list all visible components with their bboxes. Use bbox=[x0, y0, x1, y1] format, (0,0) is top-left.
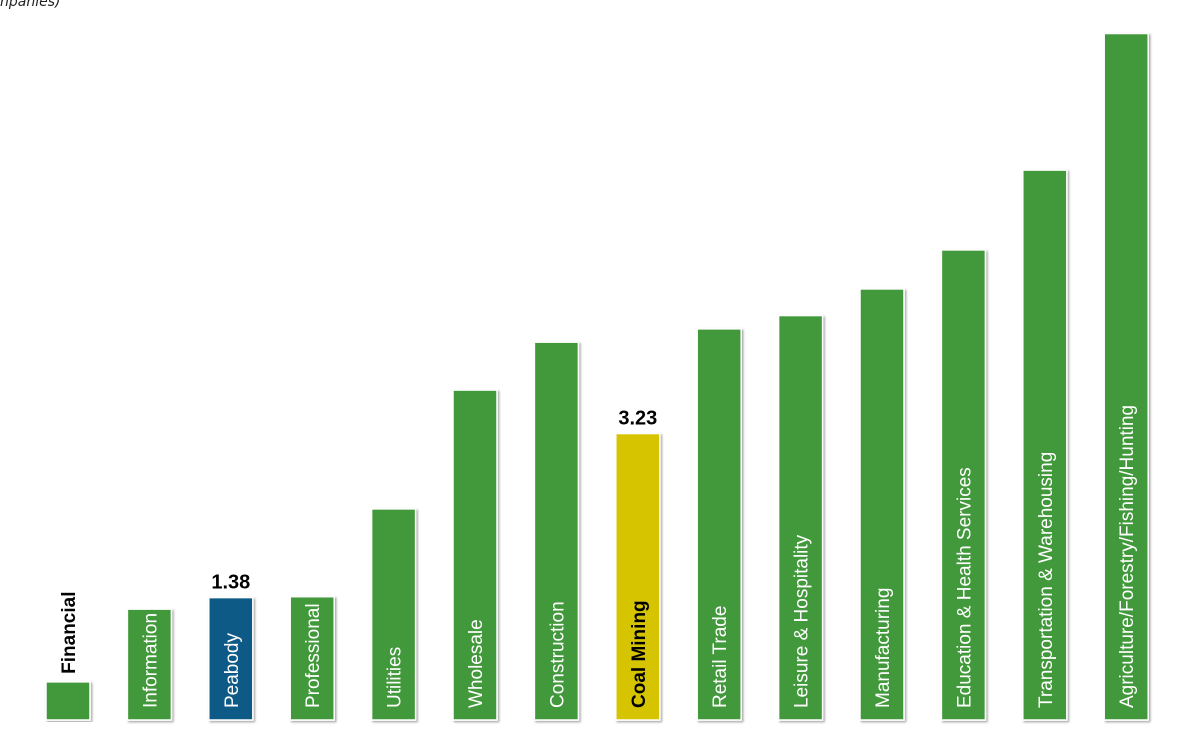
data-label-coal-mining: 3.23 bbox=[618, 408, 657, 430]
category-label-professional: Professional bbox=[303, 603, 324, 708]
category-label-manufacturing: Manufacturing bbox=[873, 588, 894, 708]
bar-construction bbox=[533, 341, 580, 721]
bar-agriculture-forestry-fishing-hunting bbox=[1103, 32, 1149, 721]
bar-coal-mining bbox=[615, 432, 661, 721]
data-label-peabody: 1.38 bbox=[211, 572, 250, 594]
bar-information bbox=[126, 608, 173, 721]
top-note: npanies) bbox=[0, 0, 61, 10]
bar-leisure-hospitality bbox=[777, 314, 824, 721]
bar-group-wholesale: Wholesale bbox=[452, 389, 498, 721]
bar-group-construction: Construction bbox=[533, 341, 580, 721]
category-label-information: Information bbox=[140, 613, 161, 708]
bar-group-professional: Professional bbox=[289, 595, 335, 721]
category-label-financial: Financial bbox=[59, 592, 80, 674]
category-label-leisure-hospitality: Leisure & Hospitality bbox=[792, 534, 813, 708]
bar-group-agriculture-forestry-fishing-hunting: Agriculture/Forestry/Fishing/Hunting bbox=[1103, 32, 1149, 721]
bar-professional bbox=[289, 595, 335, 721]
bar-group-manufacturing: Manufacturing bbox=[859, 288, 905, 721]
bar-group-education-health-services: Education & Health Services bbox=[940, 249, 987, 721]
bar-group-transportation-warehousing: Transportation & Warehousing bbox=[1022, 169, 1068, 721]
bar-group-peabody: Peabody 1.38 bbox=[208, 572, 254, 721]
category-label-transportation-warehousing: Transportation & Warehousing bbox=[1036, 452, 1057, 708]
bar-utilities bbox=[370, 508, 417, 721]
category-label-education-health-services: Education & Health Services bbox=[954, 467, 975, 708]
bar-manufacturing bbox=[859, 288, 905, 721]
bar-group-leisure-hospitality: Leisure & Hospitality bbox=[777, 314, 824, 721]
bar-transportation-warehousing bbox=[1022, 169, 1068, 721]
bar-group-utilities: Utilities bbox=[370, 508, 417, 721]
bar-group-information: Information bbox=[126, 608, 173, 721]
bar-wholesale bbox=[452, 389, 498, 721]
category-label-agriculture-forestry-fishing-hunting: Agriculture/Forestry/Fishing/Hunting bbox=[1117, 405, 1138, 708]
category-label-coal-mining: Coal Mining bbox=[629, 600, 650, 708]
bar-group-retail-trade: Retail Trade bbox=[696, 328, 742, 721]
category-label-utilities: Utilities bbox=[385, 647, 406, 708]
category-label-retail-trade: Retail Trade bbox=[710, 606, 731, 708]
bar-group-financial: Financial bbox=[45, 592, 91, 721]
bar-financial bbox=[45, 681, 91, 721]
bar-peabody bbox=[208, 596, 254, 721]
bar-education-health-services bbox=[940, 249, 987, 721]
bar-group-coal-mining: Coal Mining 3.23 bbox=[615, 408, 661, 721]
category-label-construction: Construction bbox=[547, 601, 568, 708]
bar-retail-trade bbox=[696, 328, 742, 721]
category-label-peabody: Peabody bbox=[222, 632, 243, 708]
category-label-wholesale: Wholesale bbox=[466, 619, 487, 708]
